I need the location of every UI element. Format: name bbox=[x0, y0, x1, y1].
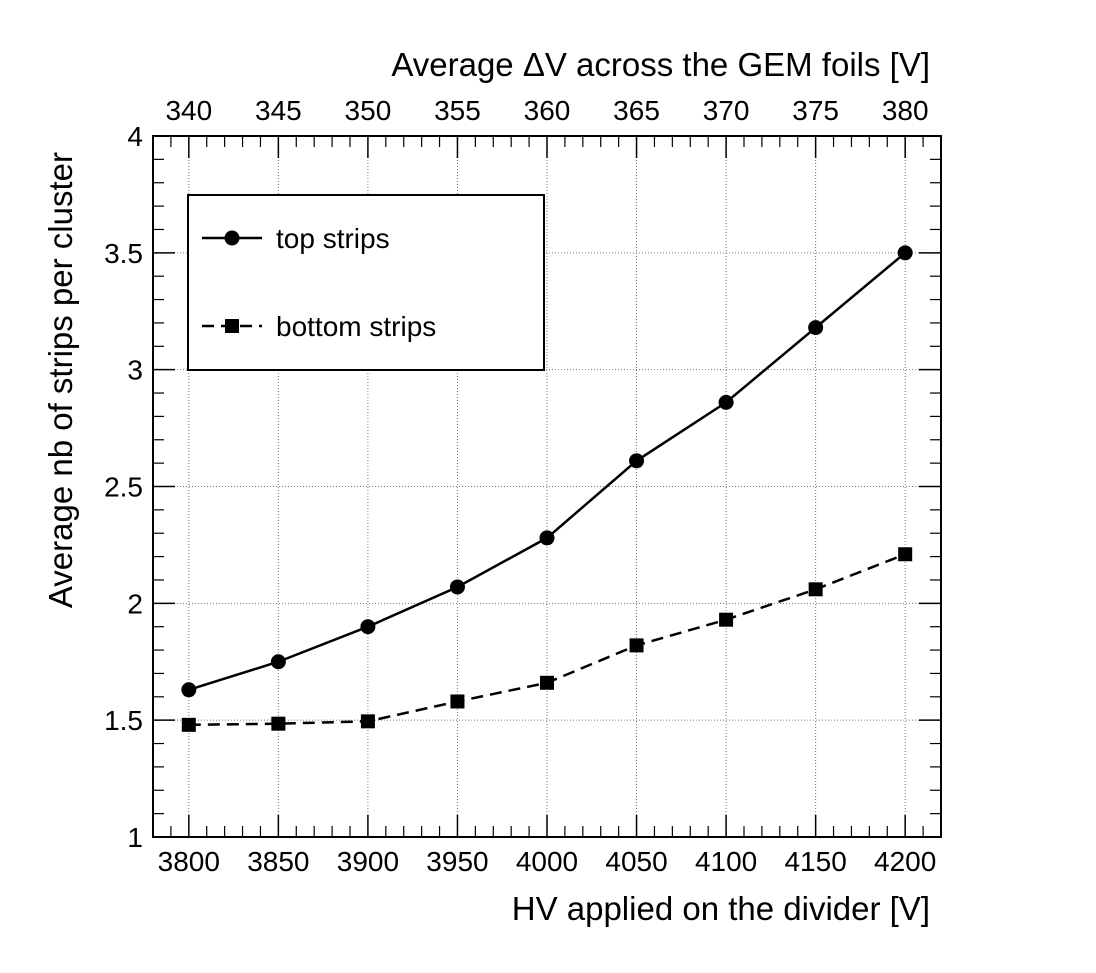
tick-labels: 3800 3850 3900 3950 4000 4050 4100 4150 4200 340 3… bbox=[104, 95, 936, 877]
data-point-top-strips bbox=[270, 654, 286, 670]
legend-box bbox=[187, 194, 545, 371]
series-line-bottom-strips bbox=[188, 553, 906, 727]
data-point-top-strips bbox=[897, 245, 913, 261]
y-tick-label: 2.5 bbox=[104, 472, 143, 503]
x2-tick-label: 365 bbox=[613, 95, 660, 126]
data-point-bottom-strips bbox=[629, 638, 644, 653]
legend-marker-square bbox=[225, 319, 239, 333]
x2-tick-label: 350 bbox=[345, 95, 392, 126]
x2-tick-label: 370 bbox=[703, 95, 750, 126]
x2-tick-label: 375 bbox=[792, 95, 839, 126]
x-tick-label: 3900 bbox=[337, 846, 399, 877]
data-point-bottom-strips bbox=[450, 694, 465, 709]
x-axis-title: HV applied on the divider [V] bbox=[512, 890, 930, 927]
x2-tick-label: 360 bbox=[524, 95, 571, 126]
x-tick-label: 4100 bbox=[695, 846, 757, 877]
x2-tick-label: 355 bbox=[434, 95, 481, 126]
x2-tick-label: 345 bbox=[255, 95, 302, 126]
y-tick-label: 4 bbox=[127, 121, 143, 152]
data-point-bottom-strips bbox=[540, 675, 554, 690]
y-tick-label: 1.5 bbox=[104, 705, 143, 736]
data-point-top-strips bbox=[360, 619, 376, 635]
y-tick-label: 3.5 bbox=[104, 238, 143, 269]
x-tick-label: 3850 bbox=[247, 846, 309, 877]
data-point-top-strips bbox=[539, 530, 555, 546]
data-point-bottom-strips bbox=[271, 716, 286, 731]
data-point-bottom-strips bbox=[360, 714, 375, 729]
y-axis-title: Average nb of strips per cluster bbox=[42, 152, 79, 608]
x-tick-label: 4000 bbox=[516, 846, 578, 877]
data-point-top-strips bbox=[629, 453, 645, 469]
top-axis-title: Average ΔV across the GEM foils [V] bbox=[391, 46, 930, 83]
legend-label-bottom-strips: bottom strips bbox=[276, 311, 436, 342]
series-group bbox=[181, 245, 913, 732]
y-tick-label: 1 bbox=[127, 822, 143, 853]
x-tick-label: 3950 bbox=[426, 846, 488, 877]
x-tick-label: 4050 bbox=[605, 846, 667, 877]
x-tick-label: 4200 bbox=[874, 846, 936, 877]
y-tick-label: 3 bbox=[127, 355, 143, 386]
legend-label-top-strips: top strips bbox=[276, 223, 390, 254]
data-point-top-strips bbox=[808, 320, 824, 336]
data-point-top-strips bbox=[449, 579, 465, 595]
data-point-bottom-strips bbox=[808, 582, 823, 597]
x-tick-label: 4150 bbox=[784, 846, 846, 877]
legend: top strips bottom strips bbox=[187, 194, 545, 371]
x2-tick-label: 340 bbox=[165, 95, 212, 126]
x-tick-label: 3800 bbox=[158, 846, 220, 877]
data-point-bottom-strips bbox=[719, 612, 734, 627]
y-tick-label: 2 bbox=[127, 588, 143, 619]
data-point-bottom-strips bbox=[898, 547, 913, 562]
data-point-bottom-strips bbox=[181, 717, 196, 732]
plot-frame bbox=[152, 135, 942, 838]
data-point-top-strips bbox=[181, 682, 197, 698]
data-point-top-strips bbox=[718, 394, 734, 410]
x2-tick-label: 380 bbox=[882, 95, 929, 126]
legend-marker-circle bbox=[224, 230, 240, 246]
